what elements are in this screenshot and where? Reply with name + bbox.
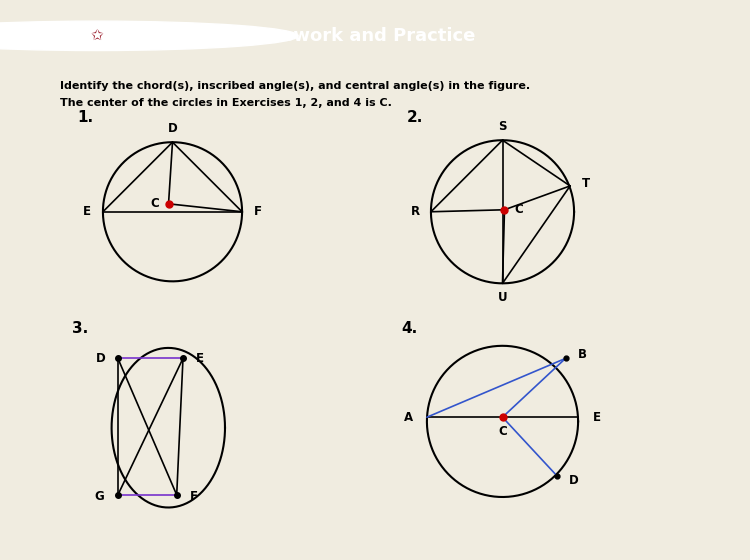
- Circle shape: [0, 21, 298, 50]
- Text: F: F: [254, 206, 262, 218]
- Text: B: B: [578, 348, 586, 361]
- Text: D: D: [569, 474, 579, 487]
- Text: 2.: 2.: [407, 110, 424, 125]
- Text: ✩: ✩: [90, 29, 103, 43]
- Text: A: A: [404, 410, 412, 424]
- Text: 3.: 3.: [72, 320, 88, 335]
- Text: Evaluate: Homework and Practice: Evaluate: Homework and Practice: [134, 27, 476, 45]
- Text: T: T: [582, 178, 590, 190]
- Text: S: S: [498, 120, 507, 133]
- Text: R: R: [410, 206, 419, 218]
- Text: D: D: [96, 352, 106, 365]
- Text: F: F: [190, 491, 197, 503]
- Text: Identify the chord(s), inscribed angle(s), and central angle(s) in the figure.: Identify the chord(s), inscribed angle(s…: [60, 81, 530, 91]
- Text: 1.: 1.: [77, 110, 93, 125]
- Text: The center of the circles in Exercises 1, 2, and 4 is C.: The center of the circles in Exercises 1…: [60, 98, 392, 108]
- Text: 4.: 4.: [402, 320, 418, 335]
- Text: E: E: [83, 206, 91, 218]
- Text: U: U: [498, 291, 507, 304]
- Text: D: D: [168, 122, 177, 135]
- Text: E: E: [593, 410, 601, 424]
- Text: C: C: [150, 197, 159, 211]
- Text: C: C: [498, 426, 507, 438]
- Text: E: E: [196, 352, 204, 365]
- Text: G: G: [94, 491, 104, 503]
- Text: C: C: [514, 203, 523, 216]
